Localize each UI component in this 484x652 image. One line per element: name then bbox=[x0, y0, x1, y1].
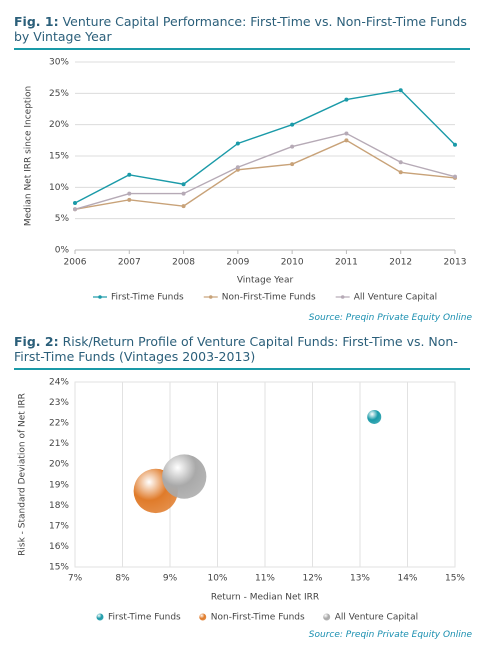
x-tick-label: 2012 bbox=[389, 258, 412, 268]
y-tick-label: 20% bbox=[49, 120, 69, 130]
y-tick-label: 22% bbox=[49, 419, 69, 429]
x-tick-label: 2013 bbox=[444, 258, 467, 268]
y-tick-label: 24% bbox=[49, 378, 69, 388]
x-tick-label: 10% bbox=[207, 574, 227, 584]
x-axis-title: Return - Median Net IRR bbox=[211, 593, 319, 603]
point bbox=[398, 88, 403, 93]
y-tick-label: 17% bbox=[49, 521, 69, 531]
legend-label: Non-First-Time Funds bbox=[222, 293, 316, 303]
point bbox=[344, 97, 349, 102]
x-tick-label: 2007 bbox=[118, 258, 141, 268]
x-tick-label: 12% bbox=[302, 574, 322, 584]
legend-key-dot bbox=[208, 295, 213, 299]
y-tick-label: 15% bbox=[49, 152, 69, 162]
figure-label: Fig. 2: bbox=[14, 334, 59, 349]
point bbox=[73, 207, 77, 212]
y-tick-label: 23% bbox=[49, 398, 69, 408]
legend-key bbox=[323, 613, 331, 621]
source: Source: Preqin Private Equity Online bbox=[308, 630, 472, 640]
legend-label: All Venture Capital bbox=[354, 293, 437, 303]
point bbox=[344, 131, 349, 136]
point bbox=[73, 201, 77, 205]
title-rule bbox=[14, 48, 470, 50]
series-line bbox=[74, 139, 456, 210]
y-tick-label: 0% bbox=[55, 246, 70, 256]
legend-label: Non-First-Time Funds bbox=[211, 613, 305, 623]
point bbox=[181, 182, 186, 187]
y-tick-label: 30% bbox=[49, 58, 69, 68]
bubble bbox=[162, 454, 207, 499]
y-tick-label: 16% bbox=[49, 542, 69, 552]
y-tick-label: 15% bbox=[49, 563, 69, 573]
legend-label: All Venture Capital bbox=[335, 613, 418, 623]
x-axis-title: Vintage Year bbox=[237, 276, 294, 286]
y-axis-title: Median Net IRR since Inception bbox=[24, 86, 34, 226]
point bbox=[290, 122, 295, 127]
legend-label: First-Time Funds bbox=[111, 293, 184, 303]
x-tick-label: 11% bbox=[255, 574, 275, 584]
title-text: Risk/Return Profile of Venture Capital F… bbox=[14, 334, 458, 364]
point bbox=[181, 191, 186, 196]
x-tick-label: 2009 bbox=[226, 258, 249, 268]
source: Source: Preqin Private Equity Online bbox=[308, 313, 472, 323]
legend-key-dot bbox=[340, 295, 345, 299]
x-tick-label: 2006 bbox=[64, 258, 87, 268]
point bbox=[127, 191, 132, 196]
point bbox=[398, 170, 403, 175]
x-tick-label: 7% bbox=[68, 574, 83, 584]
point bbox=[235, 141, 240, 146]
y-tick-label: 5% bbox=[55, 214, 70, 224]
x-tick-label: 15% bbox=[445, 574, 465, 584]
point bbox=[127, 172, 132, 177]
chart: 15% 16% 17% 18% 19% 20% 21% 22% 23% 24% Risk - Sta… bbox=[18, 378, 466, 623]
point bbox=[290, 144, 295, 149]
legend-key bbox=[96, 613, 104, 621]
point bbox=[398, 160, 403, 165]
title-rule bbox=[14, 368, 470, 370]
x-tick-label: 14% bbox=[397, 574, 417, 584]
chart: 0% 5% 10% 15% 20% 25% 30% Median Net IRR since … bbox=[24, 58, 467, 303]
figure-title: Fig. 1: Venture Capital Performance: Fir… bbox=[14, 14, 474, 44]
y-tick-label: 21% bbox=[49, 439, 69, 449]
y-tick-label: 19% bbox=[49, 480, 69, 490]
point bbox=[290, 162, 295, 167]
figure-label: Fig. 1: bbox=[14, 14, 59, 29]
x-tick-label: 13% bbox=[350, 574, 370, 584]
point bbox=[181, 204, 186, 209]
y-tick-label: 20% bbox=[49, 460, 69, 470]
point bbox=[453, 142, 457, 147]
legend-key-dot bbox=[98, 295, 102, 299]
y-tick-label: 25% bbox=[49, 89, 69, 99]
x-tick-label: 2008 bbox=[172, 258, 195, 268]
legend-label: First-Time Funds bbox=[108, 613, 181, 623]
bubble bbox=[367, 409, 382, 424]
x-tick-label: 2011 bbox=[335, 258, 358, 268]
point bbox=[127, 197, 132, 202]
point bbox=[235, 165, 240, 170]
title-text: Venture Capital Performance: First-Time … bbox=[14, 14, 467, 44]
y-tick-label: 10% bbox=[49, 183, 69, 193]
legend-key bbox=[199, 613, 207, 621]
figure-title: Fig. 2: Risk/Return Profile of Venture C… bbox=[14, 334, 474, 364]
point bbox=[344, 138, 349, 143]
series-line bbox=[74, 132, 456, 210]
x-tick-label: 8% bbox=[115, 574, 130, 584]
series-line bbox=[74, 89, 456, 204]
y-axis-title: Risk - Standard Deviation of Net IRR bbox=[18, 393, 28, 556]
y-tick-label: 18% bbox=[49, 501, 69, 511]
x-tick-label: 9% bbox=[163, 574, 178, 584]
point bbox=[453, 174, 457, 179]
x-tick-label: 2010 bbox=[281, 258, 304, 268]
